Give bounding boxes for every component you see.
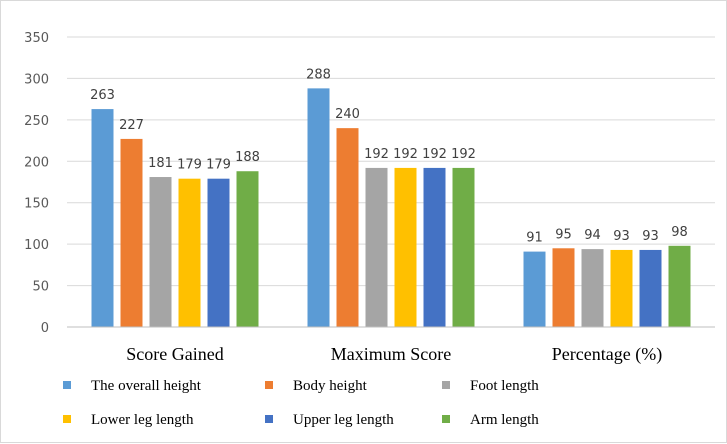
bar-2-2 [336, 128, 359, 327]
data-label: 188 [235, 150, 260, 165]
bar-3-2 [552, 248, 575, 327]
x-category-label: Percentage (%) [552, 344, 662, 365]
bar-3-3 [581, 249, 604, 327]
data-label: 91 [526, 231, 543, 246]
bar-2-6 [452, 167, 475, 327]
bar-1-4 [178, 178, 201, 327]
legend-label: Foot length [470, 378, 539, 394]
data-label: 192 [393, 147, 418, 162]
data-label: 98 [671, 225, 688, 240]
bar-3-1 [523, 251, 546, 327]
data-label: 93 [642, 229, 659, 244]
x-axis: Score Gained Maximum Score Percentage (%) [67, 326, 715, 365]
bar-3-4 [610, 249, 633, 327]
bar-1-5 [207, 178, 230, 327]
y-tick-label: 150 [24, 197, 49, 212]
legend-label: Upper leg length [293, 412, 394, 428]
legend-swatch [63, 381, 71, 389]
legend-swatch [442, 381, 450, 389]
y-tick-label: 100 [24, 238, 49, 253]
bar-2-3 [365, 167, 388, 327]
data-label: 179 [177, 158, 202, 173]
data-label: 192 [451, 147, 476, 162]
data-labels: 263 227 181 179 179 188 288 240 192 192 192 192 91 95… [90, 67, 688, 245]
data-label: 94 [584, 228, 601, 243]
y-tick-label: 250 [24, 114, 49, 129]
legend-label: The overall height [91, 378, 202, 394]
data-label: 227 [119, 118, 144, 133]
y-tick-label: 200 [24, 155, 49, 170]
data-label: 263 [90, 88, 115, 103]
legend-swatch [265, 381, 273, 389]
bar-2-1 [307, 88, 330, 327]
bar-1-3 [149, 177, 172, 327]
bar-3-5 [639, 249, 662, 327]
data-label: 288 [306, 67, 331, 82]
y-tick-label: 0 [41, 321, 49, 336]
legend-swatch [63, 415, 71, 423]
y-tick-label: 300 [24, 72, 49, 87]
data-label: 93 [613, 229, 630, 244]
x-category-label: Score Gained [126, 344, 223, 364]
data-label: 181 [148, 156, 173, 171]
gridlines [67, 36, 715, 287]
bars [91, 88, 691, 327]
bar-2-4 [394, 167, 417, 327]
legend-label: Body height [293, 378, 368, 394]
legend-swatch [442, 415, 450, 423]
data-label: 95 [555, 227, 572, 242]
y-axis: 0 50 100 150 200 250 300 350 [24, 31, 49, 336]
bar-1-6 [236, 171, 259, 327]
y-tick-label: 350 [24, 31, 49, 46]
data-label: 240 [335, 107, 360, 122]
bar-3-6 [668, 245, 691, 327]
legend-label: Lower leg length [91, 412, 194, 428]
bar-1-2 [120, 138, 143, 327]
x-category-label: Maximum Score [331, 344, 451, 364]
y-tick-label: 50 [32, 280, 49, 295]
data-label: 179 [206, 158, 231, 173]
data-label: 192 [422, 147, 447, 162]
data-label: 192 [364, 147, 389, 162]
legend: The overall height Body height Foot length… [63, 378, 539, 428]
bar-1-1 [91, 109, 114, 327]
legend-label: Arm length [470, 412, 539, 428]
legend-swatch [265, 415, 273, 423]
bar-2-5 [423, 167, 446, 327]
